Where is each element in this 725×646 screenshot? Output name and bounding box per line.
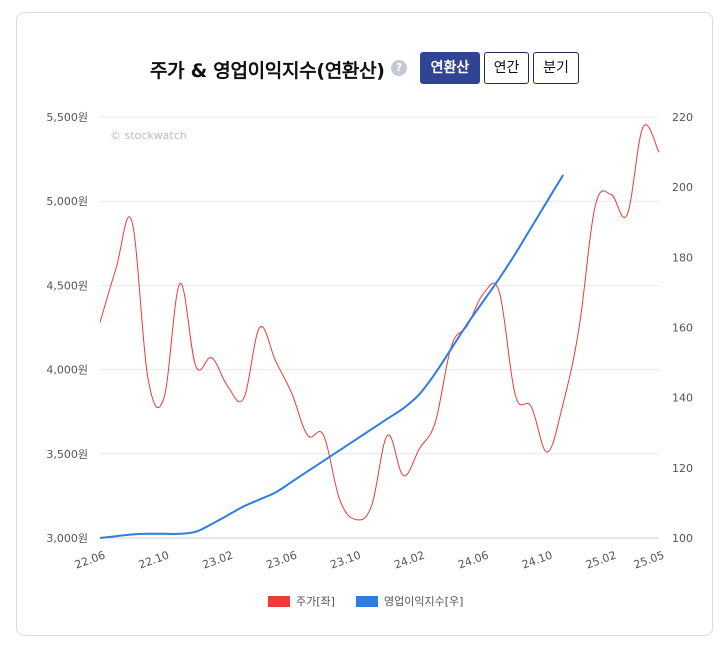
- x-tick-label: 22.06: [73, 549, 107, 572]
- x-tick-label: 23.06: [265, 549, 299, 572]
- left-tick-label: 3,000원: [46, 532, 88, 545]
- legend: 주가[좌] 영업이익지수[우]: [268, 595, 463, 608]
- right-tick-label: 100: [672, 532, 693, 545]
- right-axis: 100 120 140 160 180 200 220: [672, 111, 693, 545]
- right-tick-label: 160: [672, 322, 693, 335]
- help-icon[interactable]: ?: [391, 60, 407, 76]
- series-lines: [99, 124, 660, 539]
- x-tick-label: 25.05: [632, 549, 666, 572]
- left-tick-label: 5,000원: [46, 195, 88, 208]
- x-tick-label: 24.06: [456, 549, 490, 572]
- left-tick-label: 4,000원: [46, 364, 88, 377]
- x-tick-label: 25.02: [584, 549, 618, 572]
- right-tick-label: 140: [672, 392, 693, 405]
- left-axis: 3,000원 3,500원 4,000원 4,500원 5,000원 5,500원: [46, 111, 88, 545]
- tab-annualized[interactable]: 연환산: [420, 52, 480, 84]
- right-tick-label: 180: [672, 251, 693, 264]
- x-tick-label: 23.02: [201, 549, 235, 572]
- legend-swatch: [268, 596, 290, 607]
- legend-swatch: [356, 596, 378, 607]
- grid: [100, 116, 659, 539]
- x-tick-label: 24.10: [520, 549, 554, 572]
- x-tick-label: 24.02: [392, 549, 426, 572]
- chart-card: [16, 12, 713, 636]
- chart-header: 주가 & 영업이익지수(연환산) ? 연환산 연간 분기: [0, 52, 725, 86]
- legend-label[interactable]: 주가[좌]: [296, 595, 335, 608]
- x-tick-label: 23.10: [329, 549, 363, 572]
- right-tick-label: 220: [672, 111, 693, 124]
- tab-annual[interactable]: 연간: [484, 52, 529, 84]
- x-tick-label: 22.10: [137, 549, 171, 572]
- operating-profit-index-line: [99, 174, 565, 539]
- right-tick-label: 120: [672, 462, 693, 475]
- tab-quarterly[interactable]: 분기: [533, 52, 579, 84]
- x-axis: 22.06 22.10 23.02 23.06 23.10 24.02 24.06 24.10…: [73, 549, 666, 572]
- legend-label[interactable]: 영업이익지수[우]: [384, 595, 463, 608]
- right-tick-label: 200: [672, 181, 693, 194]
- chart-title: 주가 & 영업이익지수(연환산): [150, 60, 385, 82]
- watermark: © stockwatch: [110, 129, 187, 142]
- left-tick-label: 3,500원: [46, 448, 88, 461]
- left-tick-label: 5,500원: [46, 111, 88, 124]
- left-tick-label: 4,500원: [46, 279, 88, 292]
- price-line: [99, 124, 660, 521]
